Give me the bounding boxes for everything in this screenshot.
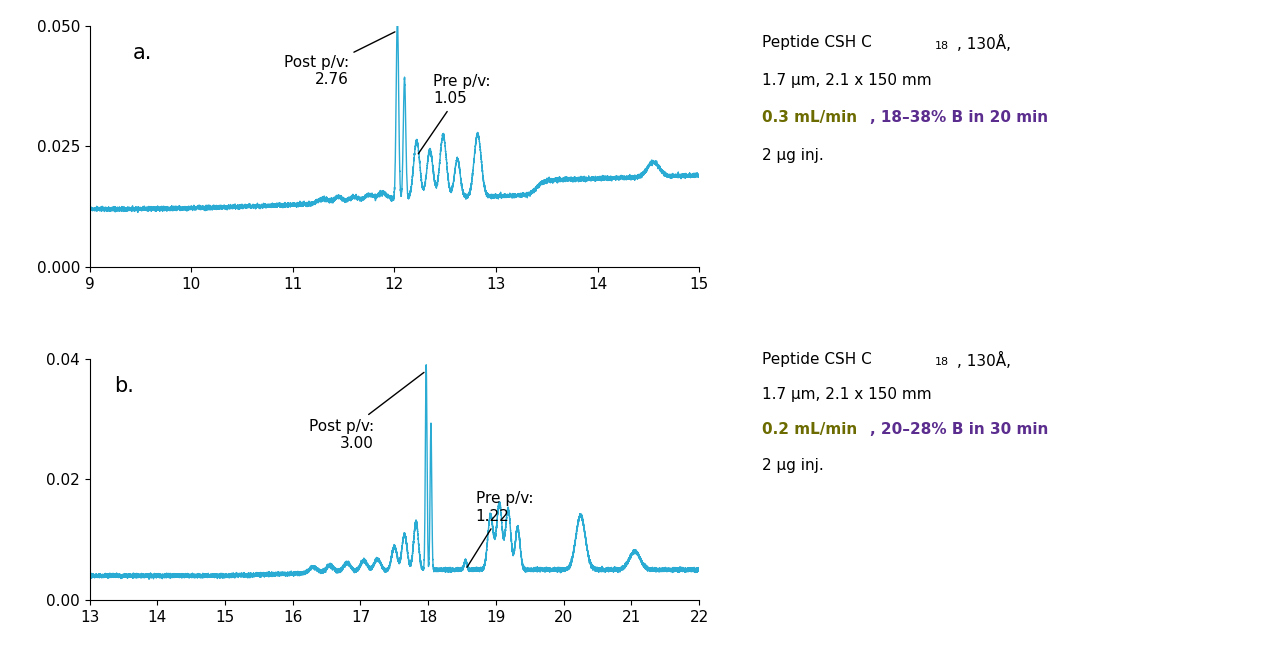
Text: , 130Å,: , 130Å, — [957, 352, 1011, 368]
Text: 2 μg inj.: 2 μg inj. — [762, 148, 823, 163]
Text: 1.7 μm, 2.1 x 150 mm: 1.7 μm, 2.1 x 150 mm — [762, 73, 932, 88]
Text: Post p/v:
3.00: Post p/v: 3.00 — [308, 372, 424, 451]
Text: b.: b. — [114, 375, 134, 395]
Text: Pre p/v:
1.05: Pre p/v: 1.05 — [419, 74, 490, 154]
Text: Peptide CSH C: Peptide CSH C — [762, 35, 872, 50]
Text: , 20–28% B in 30 min: , 20–28% B in 30 min — [870, 422, 1048, 437]
Text: Pre p/v:
1.22: Pre p/v: 1.22 — [467, 491, 534, 568]
Text: 1.7 μm, 2.1 x 150 mm: 1.7 μm, 2.1 x 150 mm — [762, 387, 932, 402]
Text: 0.3 mL/min: 0.3 mL/min — [762, 110, 856, 125]
Text: 2 μg inj.: 2 μg inj. — [762, 458, 823, 473]
Text: , 18–38% B in 20 min: , 18–38% B in 20 min — [870, 110, 1048, 125]
Text: , 130Å,: , 130Å, — [957, 35, 1011, 52]
Text: Peptide CSH C: Peptide CSH C — [762, 352, 872, 366]
Text: 0.2 mL/min: 0.2 mL/min — [762, 422, 856, 437]
Text: a.: a. — [132, 43, 151, 63]
Text: Post p/v:
2.76: Post p/v: 2.76 — [284, 32, 396, 87]
Text: 18: 18 — [934, 41, 948, 51]
Text: 18: 18 — [934, 357, 948, 367]
